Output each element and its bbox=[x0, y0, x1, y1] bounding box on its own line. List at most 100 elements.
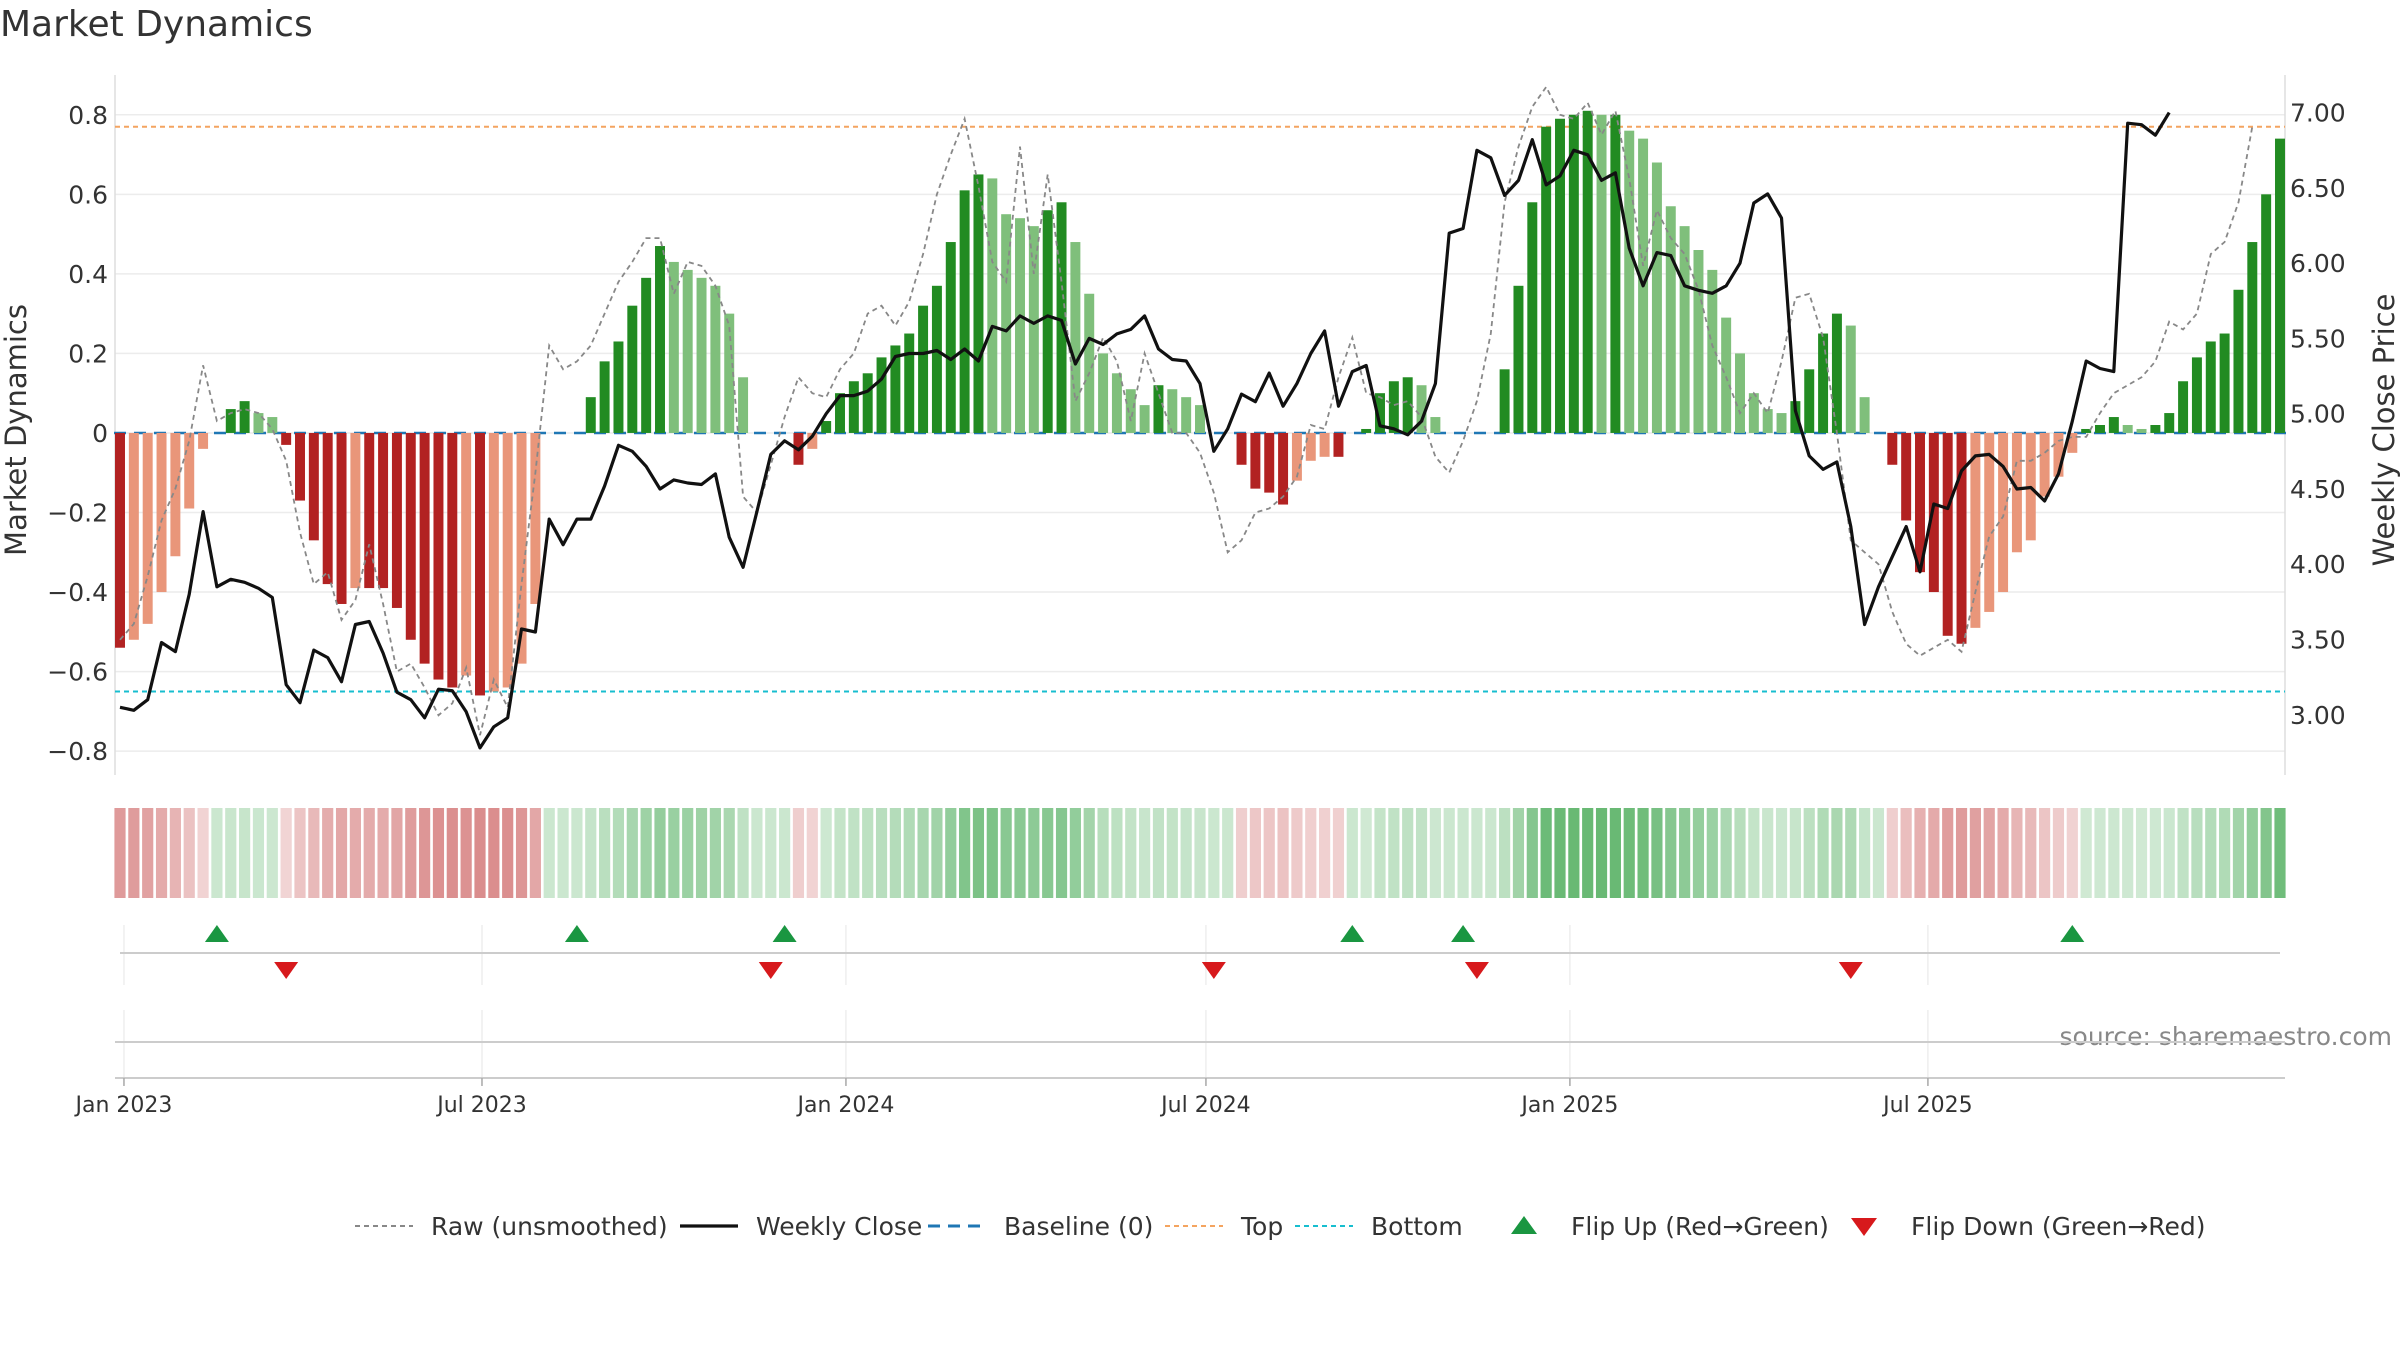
heat-strip-cell bbox=[377, 808, 389, 898]
dynamics-bar bbox=[1596, 114, 1607, 433]
dynamics-bar bbox=[641, 277, 652, 433]
heat-strip-cell bbox=[405, 808, 417, 898]
dynamics-bar bbox=[1098, 353, 1109, 433]
dynamics-bar bbox=[1430, 417, 1441, 433]
heat-strip-cell bbox=[848, 808, 860, 898]
heat-strip-cell bbox=[682, 808, 694, 898]
legend-label: Baseline (0) bbox=[1004, 1212, 1153, 1241]
dynamics-bar bbox=[1998, 432, 2009, 593]
heat-strip-cell bbox=[1069, 808, 1081, 898]
heat-strip-cell bbox=[1789, 808, 1801, 898]
dynamics-bar bbox=[322, 432, 333, 585]
heat-strip-cell bbox=[709, 808, 721, 898]
heat-strip-cell bbox=[765, 808, 777, 898]
heat-strip-cell bbox=[1222, 808, 1234, 898]
heat-strip-cell bbox=[488, 808, 500, 898]
dynamics-bar bbox=[1665, 206, 1676, 433]
heat-strip-cell bbox=[1208, 808, 1220, 898]
heat-strip-cell bbox=[1969, 808, 1981, 898]
dynamics-bar bbox=[2067, 432, 2078, 453]
dynamics-bar bbox=[281, 432, 292, 445]
dynamics-bar bbox=[627, 305, 638, 433]
flip-down-marker bbox=[1464, 962, 1489, 979]
dynamics-bar bbox=[585, 397, 596, 433]
left-tick-label: 0.6 bbox=[68, 180, 108, 209]
dynamics-bar bbox=[1831, 313, 1842, 433]
heat-strip-cell bbox=[1028, 808, 1040, 898]
heat-strip-cell bbox=[1679, 808, 1691, 898]
legend-item-top: Top bbox=[1165, 1212, 1283, 1241]
flip-down-marker bbox=[274, 962, 299, 979]
right-tick-label: 6.00 bbox=[2290, 249, 2346, 278]
dynamics-bar bbox=[156, 432, 167, 593]
heat-strip-cell bbox=[1803, 808, 1815, 898]
dynamics-bar bbox=[433, 432, 444, 680]
left-tick-label: 0.8 bbox=[68, 101, 108, 130]
heat-strip-cell bbox=[252, 808, 265, 898]
heat-strip-cell bbox=[862, 808, 874, 898]
heat-strip-cell bbox=[1526, 808, 1538, 898]
heat-strip-cell bbox=[1859, 808, 1871, 898]
dynamics-bar bbox=[1901, 432, 1912, 521]
dynamics-bar bbox=[1028, 226, 1039, 433]
dynamics-bar bbox=[419, 432, 430, 664]
heat-strip-cell bbox=[1942, 808, 1954, 898]
dynamics-bar bbox=[1291, 432, 1302, 481]
heat-strip-cell bbox=[419, 808, 431, 898]
heat-strip-cell bbox=[1291, 808, 1303, 898]
heat-strip-cell bbox=[1651, 808, 1663, 898]
heat-strip-cell bbox=[1983, 808, 1995, 898]
dynamics-bar bbox=[1818, 333, 1829, 433]
heat-strip-cell bbox=[2232, 808, 2245, 898]
heat-strip-cell bbox=[1554, 808, 1566, 898]
dynamics-bar bbox=[599, 361, 610, 433]
dynamics-bar bbox=[1527, 202, 1538, 433]
dynamics-bar bbox=[2205, 341, 2216, 433]
heat-strip-cell bbox=[2260, 808, 2272, 898]
dynamics-bar bbox=[1679, 226, 1690, 433]
dynamics-bar bbox=[1942, 432, 1953, 636]
dynamics-bar bbox=[1402, 377, 1413, 433]
heat-strip-cell bbox=[1499, 808, 1511, 898]
series-lines bbox=[119, 85, 2254, 750]
heat-strip-cell bbox=[2205, 808, 2217, 898]
heat-strip-cell bbox=[1762, 808, 1774, 898]
heat-strip-cell bbox=[2108, 808, 2120, 898]
dynamics-bar bbox=[1153, 385, 1164, 433]
dynamics-bar bbox=[1707, 269, 1718, 433]
dynamics-bar bbox=[239, 401, 250, 433]
right-tick-label: 5.00 bbox=[2290, 400, 2346, 429]
heat-strip-cell bbox=[1402, 808, 1414, 898]
dynamics-bar bbox=[2233, 289, 2244, 433]
left-tick-label: 0.2 bbox=[68, 339, 108, 368]
dynamics-bar bbox=[184, 432, 195, 509]
heat-strip-cell bbox=[1872, 808, 1885, 898]
heat-strip-cell bbox=[211, 808, 223, 898]
dynamics-bar bbox=[2136, 428, 2147, 433]
regime-heat-strip bbox=[114, 808, 2286, 898]
dynamics-bar bbox=[1056, 202, 1067, 433]
dynamics-bar bbox=[2219, 333, 2230, 433]
dynamics-bar bbox=[198, 432, 209, 449]
dynamics-bar bbox=[488, 432, 499, 692]
heat-strip-cell bbox=[1055, 808, 1068, 898]
dynamics-bar bbox=[1721, 317, 1732, 433]
dynamics-bar bbox=[1250, 432, 1261, 489]
dynamics-bar bbox=[904, 333, 915, 433]
dynamics-bar bbox=[1333, 432, 1344, 457]
left-axis-label: Market Dynamics bbox=[0, 304, 33, 556]
heat-strip-cell bbox=[197, 808, 209, 898]
heat-strip-cell bbox=[239, 808, 251, 898]
dynamics-bar bbox=[378, 432, 389, 589]
dynamics-bar bbox=[308, 432, 319, 541]
dynamics-bar bbox=[1167, 389, 1178, 433]
heat-strip-cell bbox=[959, 808, 971, 898]
legend-flip-up-swatch bbox=[1511, 1216, 1537, 1234]
x-tick-label: Jul 2025 bbox=[1881, 1093, 1973, 1118]
heat-strip-cell bbox=[1665, 808, 1677, 898]
dynamics-bar bbox=[350, 432, 361, 589]
heat-strip-cell bbox=[1443, 808, 1455, 898]
heat-strip-cell bbox=[875, 808, 888, 898]
heat-strip-cell bbox=[737, 808, 749, 898]
